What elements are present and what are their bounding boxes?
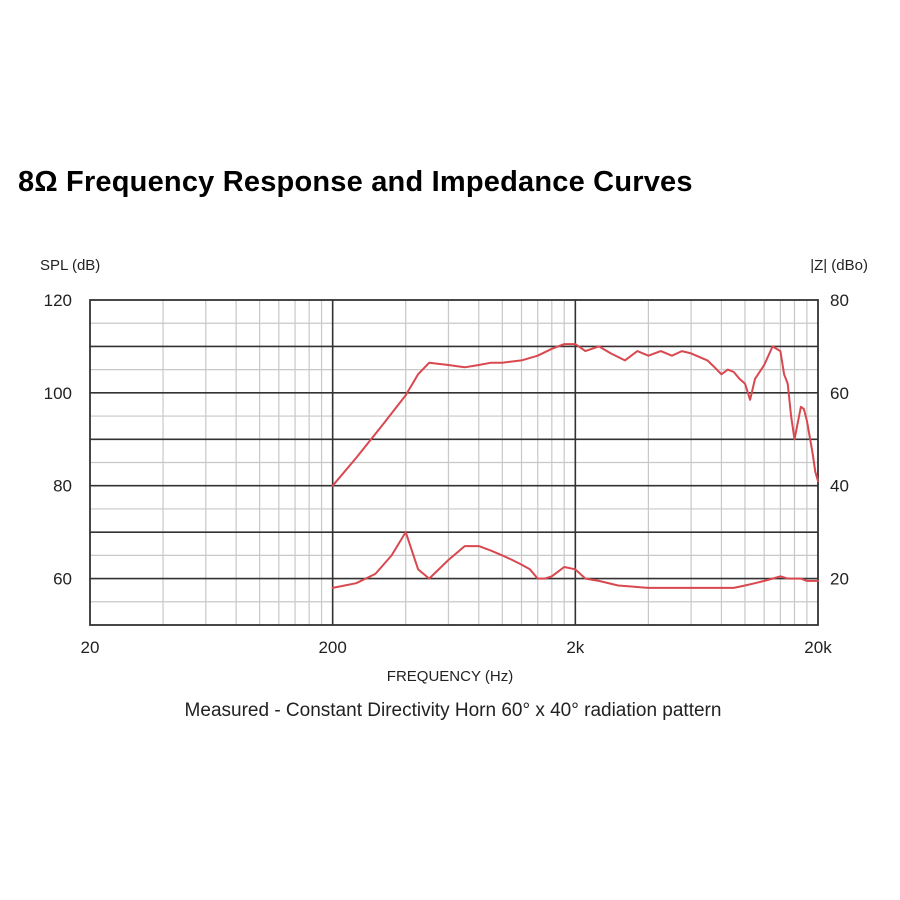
y-right-tick-label: 80: [830, 291, 849, 310]
x-axis-label: FREQUENCY (Hz): [387, 668, 513, 685]
y-right-axis-label: |Z| (dBo): [810, 257, 868, 274]
y-right-tick-label: 40: [830, 477, 849, 496]
chart-grid: [89, 299, 819, 626]
y-right-tick-label: 60: [830, 384, 849, 403]
x-tick-label: 20k: [804, 638, 832, 657]
chart-title: 8Ω Frequency Response and Impedance Curv…: [18, 166, 693, 198]
y-left-tick-label: 100: [44, 384, 72, 403]
plot-frame: [89, 299, 819, 626]
chart-subtitle: Measured - Constant Directivity Horn 60°…: [185, 700, 722, 721]
x-tick-label: 200: [318, 638, 346, 657]
x-tick-label: 2k: [566, 638, 584, 657]
spl-curve: [331, 343, 819, 487]
y-left-tick-label: 120: [44, 291, 72, 310]
chart-series: [331, 343, 819, 589]
x-tick-label: 20: [81, 638, 100, 657]
impedance-curve: [331, 531, 819, 589]
y-left-axis-label: SPL (dB): [40, 257, 100, 274]
y-right-tick-label: 20: [830, 570, 849, 589]
chart-labels: 60 80 100 120 20 40 60 80 20 200 2k 20k SPL (dB) |Z| …: [40, 257, 868, 721]
y-left-tick-label: 60: [53, 570, 72, 589]
y-left-tick-label: 80: [53, 477, 72, 496]
